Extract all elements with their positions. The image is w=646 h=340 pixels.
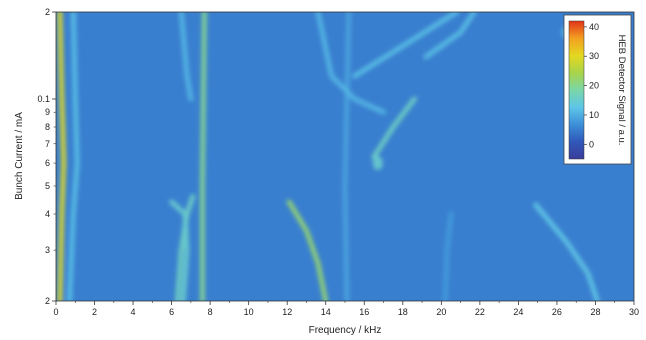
y-tick-label: 2 [45, 7, 50, 17]
x-tick-label: 4 [131, 307, 136, 317]
heatmap-feature-line [342, 12, 352, 301]
heatmap-feature-line [57, 12, 67, 301]
x-tick-label: 28 [590, 307, 600, 317]
heatmap-feature-line [286, 199, 329, 301]
x-tick-label: 16 [359, 307, 369, 317]
x-axis-ticks: 0 2 4 6 8 10 12 14 16 18 20 22 24 26 28 30 [53, 301, 639, 317]
heatmap-feature-line [442, 211, 454, 301]
heatmap-feature-line [178, 12, 194, 102]
x-tick-label: 18 [398, 307, 408, 317]
heatmap-feature-line [533, 202, 600, 301]
heatmap-feature-line [67, 12, 80, 301]
y-axis-title: Bunch Current / mA [14, 112, 25, 200]
heatmap-feature-line [199, 12, 207, 301]
y-minor-tick-label: 6 [45, 158, 50, 168]
colorbar-tick-label: 20 [589, 81, 599, 91]
colorbar-tick-label: 40 [589, 22, 599, 32]
x-tick-label: 6 [169, 307, 174, 317]
colorbar-title: HEB Detector Signal / a.u. [616, 35, 627, 146]
colorbar: 0 10 20 30 40 HEB Detector Signal / a.u. [563, 14, 632, 165]
plot-area [56, 12, 634, 301]
y-axis-ticks: 2 0.1 2 3 4 5 6 7 8 9 [37, 7, 56, 306]
x-tick-label: 30 [629, 307, 639, 317]
heatmap-feature-line [315, 12, 386, 115]
y-minor-tick-label: 4 [45, 209, 50, 219]
x-axis-title: Frequency / kHz [309, 325, 382, 336]
x-tick-label: 26 [552, 307, 562, 317]
x-tick-label: 24 [513, 307, 523, 317]
y-minor-tick-label: 9 [45, 107, 50, 117]
x-tick-label: 8 [208, 307, 213, 317]
heatmap-feature-line [423, 12, 477, 60]
colorbar-tick-label: 0 [589, 139, 594, 149]
x-tick-label: 20 [436, 307, 446, 317]
heatmap-feature-line [352, 12, 460, 79]
x-tick-label: 0 [53, 307, 58, 317]
heatmap-features [57, 12, 600, 301]
colorbar-gradient [568, 20, 585, 160]
y-tick-label: 2 [45, 296, 50, 306]
y-minor-tick-label: 7 [45, 139, 50, 149]
x-tick-label: 14 [321, 307, 331, 317]
y-tick-label: 0.1 [37, 94, 50, 104]
colorbar-ticks: 0 10 20 30 40 [584, 22, 599, 149]
x-tick-label: 22 [475, 307, 485, 317]
x-tick-label: 12 [282, 307, 292, 317]
heatmap-feature-line [169, 199, 190, 301]
y-minor-tick-label: 8 [45, 122, 50, 132]
colorbar-tick-label: 10 [589, 110, 599, 120]
x-tick-label: 2 [92, 307, 97, 317]
y-minor-tick-label: 3 [45, 245, 50, 255]
x-tick-label: 10 [244, 307, 254, 317]
heatmap-feature-blob [372, 156, 383, 171]
y-minor-tick-label: 5 [45, 181, 50, 191]
heatmap-feature-line [371, 96, 417, 160]
colorbar-tick-label: 30 [589, 51, 599, 61]
